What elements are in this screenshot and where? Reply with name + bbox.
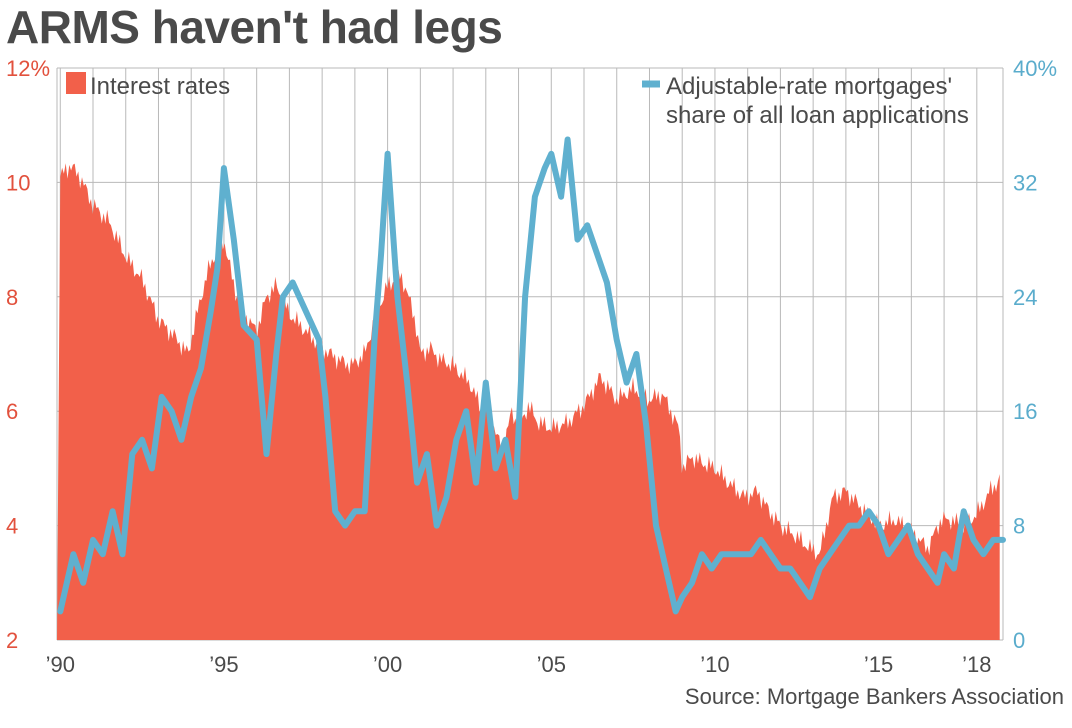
legend-label-arm-share: Adjustable-rate mortgages' share of all … (666, 73, 969, 129)
y-right-tick-label: 16 (1013, 399, 1037, 424)
y-left-tick-label: 4 (6, 514, 18, 539)
y-right-tick-label: 8 (1013, 514, 1025, 539)
arm-share-path (57, 136, 1006, 615)
y-left-tick-label: 2 (6, 628, 18, 653)
y-left-tick-label: 8 (6, 285, 18, 310)
legend-swatch-interest-rates (66, 72, 86, 94)
legend: Interest rates Adjustable-rate mortgages… (66, 72, 969, 129)
x-tick-label: ’00 (373, 652, 402, 677)
y-left-tick-label: 12% (6, 56, 50, 81)
axes: 24681012%0816243240%’90’95’00’05’10’15’1… (6, 56, 1057, 677)
interest-rates-area (57, 163, 1000, 641)
y-right-tick-label: 40% (1013, 56, 1057, 81)
y-right-tick-label: 32 (1013, 170, 1037, 195)
y-left-tick-label: 10 (6, 170, 30, 195)
source-note: Source: Mortgage Bankers Association (684, 684, 1064, 709)
y-right-tick-label: 24 (1013, 285, 1037, 310)
x-tick-label: ’10 (700, 652, 729, 677)
arm-share-line (57, 136, 1006, 615)
interest-rates-fill (57, 163, 1000, 641)
legend-label-interest-rates: Interest rates (90, 73, 230, 100)
x-tick-label: ’18 (962, 652, 991, 677)
x-tick-label: ’15 (864, 652, 893, 677)
y-left-tick-label: 6 (6, 399, 18, 424)
y-right-tick-label: 0 (1013, 628, 1025, 653)
x-tick-label: ’90 (46, 652, 75, 677)
chart-title: ARMS haven't had legs (6, 1, 503, 53)
x-tick-label: ’05 (537, 652, 566, 677)
x-tick-label: ’95 (209, 652, 238, 677)
